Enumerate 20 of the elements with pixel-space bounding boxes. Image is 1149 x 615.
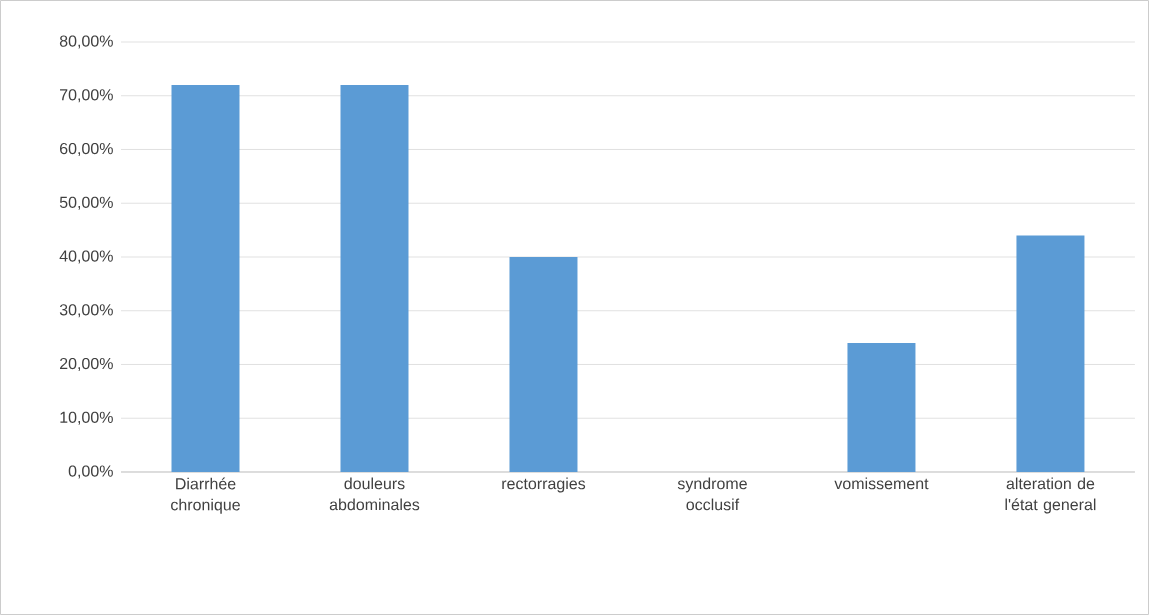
y-tick-label: 20,00% <box>60 357 113 372</box>
y-tick-label: 10,00% <box>60 411 113 425</box>
y-tick-label: 50,00% <box>59 196 113 210</box>
bar <box>509 256 578 472</box>
bar <box>847 342 916 472</box>
x-tick-label: douleurs abdominales <box>329 477 420 511</box>
x-tick-label: syndrome occlusif <box>677 477 747 511</box>
x-tick-label: rectorragies <box>502 477 586 493</box>
y-tick-label: 70,00% <box>60 89 113 103</box>
y-tick-label: 0,00% <box>68 465 113 479</box>
x-tick-label: vomissement <box>834 477 929 490</box>
bar <box>171 85 240 472</box>
y-tick-label: 40,00% <box>59 250 113 264</box>
x-tick-label: alteration de l'état general <box>1005 477 1096 514</box>
bar <box>340 85 409 472</box>
y-tick-label: 60,00% <box>60 142 113 157</box>
y-tick-label: 30,00% <box>59 304 113 318</box>
bar <box>1016 235 1085 472</box>
x-tick-label: Diarrhée chronique <box>171 477 240 514</box>
y-tick-label: 80,00% <box>59 35 113 49</box>
